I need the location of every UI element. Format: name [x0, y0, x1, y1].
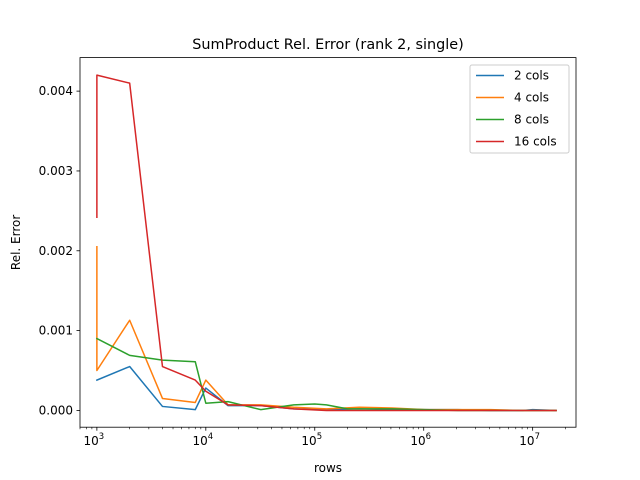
legend-label-1: 2 cols — [514, 69, 549, 83]
y-axis-ticks: 0.000 0.001 0.002 0.003 0.004 — [39, 84, 80, 417]
x-tick-label: 107 — [519, 432, 540, 448]
series-line-2 — [96, 246, 557, 412]
legend-label-2: 4 cols — [514, 91, 549, 105]
x-tick-label: 106 — [410, 432, 431, 448]
x-axis-label: rows — [314, 461, 342, 475]
chart-title: SumProduct Rel. Error (rank 2, single) — [192, 37, 463, 53]
x-axis-ticks: 103 104 105 106 107 — [79, 427, 566, 448]
y-tick-label: 0.004 — [39, 84, 73, 98]
legend-label-4: 16 cols — [514, 135, 557, 149]
y-tick-label: 0.002 — [39, 244, 73, 258]
y-axis-label: Rel. Error — [9, 215, 23, 270]
plot-frame — [79, 57, 577, 428]
y-tick-label: 0.001 — [39, 324, 73, 338]
legend-label-3: 8 cols — [514, 113, 549, 127]
x-tick-label: 105 — [301, 432, 322, 448]
legend-box — [469, 64, 570, 154]
series-lines — [95, 74, 557, 412]
x-tick-label: 103 — [84, 432, 105, 448]
legend: 2 cols 4 cols 8 cols 16 cols — [469, 64, 570, 154]
y-tick-label: 0.003 — [39, 164, 73, 178]
series-line-4 — [96, 74, 557, 412]
y-tick-label: 0.000 — [39, 403, 73, 417]
x-tick-label: 104 — [192, 432, 213, 448]
